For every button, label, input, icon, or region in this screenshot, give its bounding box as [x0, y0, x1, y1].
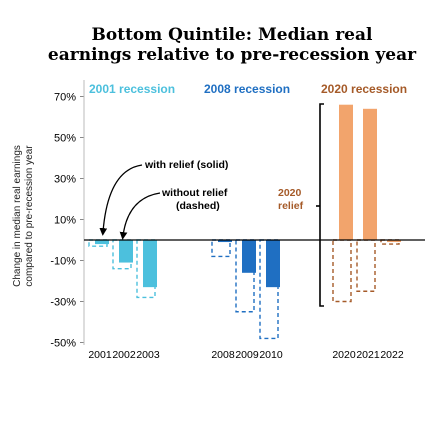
bar-with-relief — [339, 104, 353, 240]
bar-with-relief — [242, 240, 256, 273]
bar-without-relief — [211, 239, 231, 258]
relief-2020-annotation-line-2: relief — [278, 200, 304, 212]
without-relief-annotation-line-2: (dashed) — [176, 200, 220, 212]
bar-with-relief — [119, 240, 133, 263]
chart-title-line-1: Bottom Quintile: Median real — [92, 25, 373, 45]
bar-with-relief — [387, 240, 401, 243]
bar-with-relief — [363, 108, 377, 240]
y-axis-label-line-2: compared to pre-recession year — [24, 145, 35, 287]
chart-title-line-2: earnings relative to pre-recession year — [48, 45, 417, 65]
y-tick-label: -50% — [50, 338, 76, 350]
x-tick-label-year: 2020 — [332, 349, 356, 361]
x-tick-label-year: 2021 — [356, 349, 380, 361]
y-axis-ticks: 70% 50% 30% 10% -10% -30% -50% — [50, 92, 84, 350]
bar-with-relief — [266, 240, 280, 288]
y-tick-label: 10% — [54, 215, 76, 227]
x-tick-label-year: 2003 — [136, 349, 160, 361]
relief-2020-bracket — [319, 103, 324, 307]
with-relief-arrow — [99, 164, 143, 236]
without-relief-annotation-line-1: without relief — [161, 187, 228, 199]
x-tick-label-year: 2022 — [380, 349, 404, 361]
y-tick-label: 50% — [54, 133, 76, 145]
without-relief-arrow — [119, 192, 161, 240]
y-tick-label: 70% — [54, 92, 76, 104]
y-axis-label-line-1: Change in median real earnings — [12, 145, 23, 287]
bar-with-relief — [218, 240, 232, 243]
x-tick-label-year: 2002 — [112, 349, 136, 361]
y-tick-label: -10% — [50, 256, 76, 268]
relief-2020-annotation-line-1: 2020 — [278, 187, 302, 199]
x-tick-label-year: 2008 — [211, 349, 235, 361]
x-axis-year-labels: 2001 2002 2003 2008 2009 2010 2020 2021 2022 — [88, 349, 404, 361]
y-tick-label: 30% — [54, 174, 76, 186]
x-tick-label-year: 2001 — [88, 349, 112, 361]
bar-with-relief — [143, 240, 157, 288]
group-label: 2001 recession — [89, 82, 175, 96]
y-tick-label: -30% — [50, 297, 76, 309]
bar-without-relief — [332, 239, 352, 303]
bar-without-relief — [356, 239, 376, 292]
group-labels: 2001 recession 2008 recession 2020 recessi… — [89, 82, 407, 96]
bars-layer — [88, 104, 401, 340]
group-label: 2008 recession — [204, 82, 290, 96]
x-tick-label-year: 2010 — [259, 349, 283, 361]
bar-with-relief — [95, 240, 109, 245]
x-tick-label-year: 2009 — [235, 349, 259, 361]
with-relief-annotation: with relief (solid) — [144, 159, 228, 171]
group-label: 2020 recession — [321, 82, 407, 96]
